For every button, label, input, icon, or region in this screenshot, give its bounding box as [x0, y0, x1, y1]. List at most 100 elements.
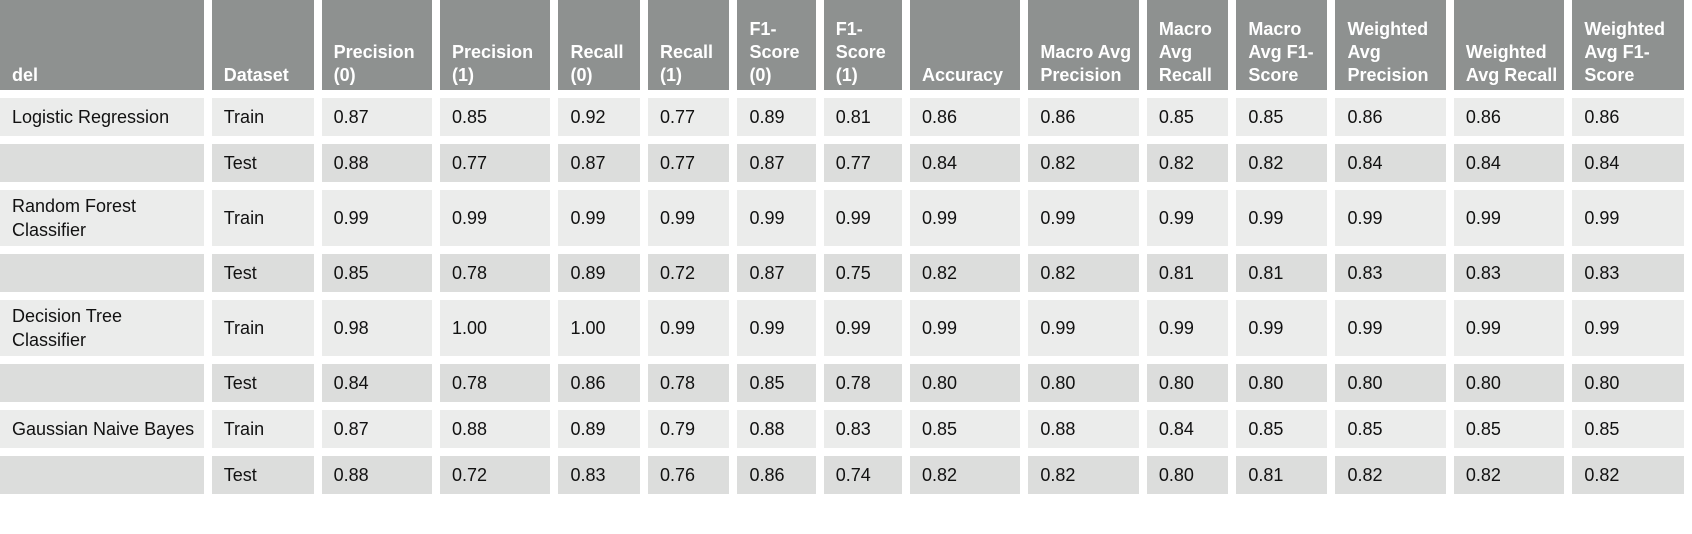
metric-cell: 0.83: [1335, 254, 1446, 292]
metric-cell: 0.74: [823, 456, 902, 494]
metric-cell: 0.87: [558, 144, 640, 182]
table-row: Gaussian Naive Bayes Train 0.87 0.88 0.89 0.7…: [0, 410, 1684, 448]
metric-cell: 0.80: [1146, 456, 1229, 494]
dataset-cell: Test: [211, 456, 314, 494]
metric-cell: 0.99: [440, 190, 551, 246]
metric-cell: 0.88: [321, 144, 433, 182]
metric-cell: 0.75: [823, 254, 902, 292]
column-header: del: [0, 0, 204, 90]
metric-cell: 0.78: [440, 364, 551, 402]
metric-cell: 0.79: [647, 410, 730, 448]
metric-cell: 0.84: [1335, 144, 1446, 182]
metric-cell: 0.86: [1453, 98, 1565, 136]
metric-cell: 0.99: [1028, 300, 1139, 356]
table-row: Test 0.85 0.78 0.89 0.72 0.87 0.75 0.82 0.82 0.81…: [0, 254, 1684, 292]
metric-cell: 0.89: [558, 410, 640, 448]
metric-cell: 0.72: [647, 254, 730, 292]
metric-cell: 0.80: [1028, 364, 1139, 402]
dataset-cell: Test: [211, 364, 314, 402]
metric-cell: 0.86: [558, 364, 640, 402]
metric-cell: 0.87: [321, 98, 433, 136]
metric-cell: 0.88: [440, 410, 551, 448]
column-header: Macro Avg F1-Score: [1236, 0, 1328, 90]
metric-cell: 0.88: [1028, 410, 1139, 448]
metric-cell: 0.88: [737, 410, 816, 448]
metric-cell: 0.99: [558, 190, 640, 246]
dataset-cell: Test: [211, 254, 314, 292]
metric-cell: 0.99: [1236, 300, 1328, 356]
metric-cell: 0.83: [1572, 254, 1684, 292]
metric-cell: 0.87: [737, 144, 816, 182]
table-row: Random Forest Classifier Train 0.99 0.99 0.9…: [0, 190, 1684, 246]
dataset-cell: Train: [211, 190, 314, 246]
metric-cell: 0.82: [1236, 144, 1328, 182]
table-row: Test 0.88 0.72 0.83 0.76 0.86 0.74 0.82 0.82 0.80…: [0, 456, 1684, 494]
dataset-cell: Train: [211, 300, 314, 356]
model-name-cell: [0, 254, 204, 292]
table-row: Logistic Regression Train 0.87 0.85 0.92 0.77…: [0, 98, 1684, 136]
column-header: Macro Avg Recall: [1146, 0, 1229, 90]
metric-cell: 0.86: [909, 98, 1021, 136]
column-header: Dataset: [211, 0, 314, 90]
model-name-cell: [0, 456, 204, 494]
column-header: Weighted Avg Precision: [1335, 0, 1446, 90]
metric-cell: 0.85: [1335, 410, 1446, 448]
metric-cell: 0.84: [1146, 410, 1229, 448]
metric-cell: 0.81: [823, 98, 902, 136]
column-header: Precision (0): [321, 0, 433, 90]
model-name-cell: [0, 364, 204, 402]
model-name-cell: Random Forest Classifier: [0, 190, 204, 246]
metric-cell: 0.82: [909, 254, 1021, 292]
model-name-cell: Decision Tree Classifier: [0, 300, 204, 356]
column-header: F1-Score (1): [823, 0, 902, 90]
metric-cell: 0.99: [1028, 190, 1139, 246]
table-body: Logistic Regression Train 0.87 0.85 0.92 0.77…: [0, 98, 1684, 494]
metric-cell: 0.99: [909, 190, 1021, 246]
metric-cell: 0.84: [1572, 144, 1684, 182]
metric-cell: 0.81: [1236, 456, 1328, 494]
metric-cell: 0.85: [737, 364, 816, 402]
metric-cell: 0.83: [1453, 254, 1565, 292]
model-name-cell: Gaussian Naive Bayes: [0, 410, 204, 448]
column-header: F1-Score (0): [737, 0, 816, 90]
table-row: Test 0.84 0.78 0.86 0.78 0.85 0.78 0.80 0.80 0.80…: [0, 364, 1684, 402]
metric-cell: 0.85: [909, 410, 1021, 448]
metric-cell: 0.99: [1335, 190, 1446, 246]
metric-cell: 0.85: [1453, 410, 1565, 448]
metric-cell: 0.80: [1453, 364, 1565, 402]
metric-cell: 0.82: [1335, 456, 1446, 494]
header-row: del Dataset Precision (0) Precision (1) Reca…: [0, 0, 1684, 90]
metric-cell: 0.81: [1146, 254, 1229, 292]
metric-cell: 0.78: [440, 254, 551, 292]
dataset-cell: Train: [211, 98, 314, 136]
metric-cell: 0.84: [321, 364, 433, 402]
metric-cell: 0.77: [440, 144, 551, 182]
table-header: del Dataset Precision (0) Precision (1) Reca…: [0, 0, 1684, 90]
metric-cell: 0.85: [1146, 98, 1229, 136]
metric-cell: 0.83: [558, 456, 640, 494]
metric-cell: 0.99: [1335, 300, 1446, 356]
metric-cell: 0.89: [737, 98, 816, 136]
metric-cell: 1.00: [558, 300, 640, 356]
metric-cell: 0.82: [1572, 456, 1684, 494]
metric-cell: 0.99: [1146, 190, 1229, 246]
metric-cell: 0.82: [1028, 254, 1139, 292]
metric-cell: 0.80: [909, 364, 1021, 402]
column-header: Recall (0): [558, 0, 640, 90]
column-header: Weighted Avg F1-Score: [1572, 0, 1684, 90]
metric-cell: 0.80: [1572, 364, 1684, 402]
metric-cell: 0.85: [321, 254, 433, 292]
metric-cell: 0.77: [647, 144, 730, 182]
metric-cell: 0.76: [647, 456, 730, 494]
metric-cell: 0.99: [737, 300, 816, 356]
metric-cell: 0.77: [823, 144, 902, 182]
metric-cell: 0.78: [823, 364, 902, 402]
metric-cell: 0.82: [1453, 456, 1565, 494]
metric-cell: 0.86: [1335, 98, 1446, 136]
column-header: Accuracy: [909, 0, 1021, 90]
metric-cell: 0.99: [647, 190, 730, 246]
metric-cell: 0.92: [558, 98, 640, 136]
metric-cell: 0.84: [909, 144, 1021, 182]
metric-cell: 0.99: [823, 300, 902, 356]
metric-cell: 0.72: [440, 456, 551, 494]
